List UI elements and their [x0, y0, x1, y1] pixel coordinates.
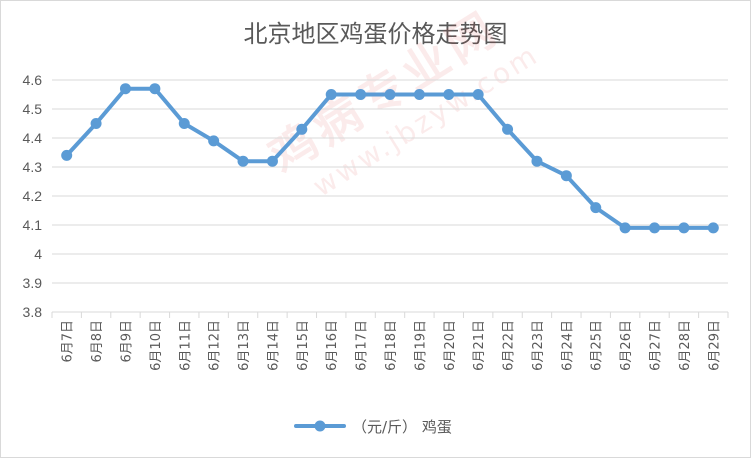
- data-point: [707, 222, 719, 234]
- data-point: [61, 149, 73, 161]
- legend-marker: [314, 420, 326, 432]
- data-point: [590, 202, 602, 214]
- x-tick-label: 6月23日: [531, 320, 546, 371]
- y-tick-label: 4.6: [23, 72, 43, 88]
- data-point: [355, 89, 367, 100]
- x-tick-label: 6月10日: [149, 320, 164, 371]
- y-tick-label: 4: [34, 246, 42, 262]
- data-point: [502, 123, 514, 135]
- x-tick-label: 6月14日: [266, 320, 281, 371]
- y-tick-label: 4.3: [23, 159, 43, 175]
- x-tick-label: 6月7日: [61, 320, 76, 363]
- data-point: [413, 89, 425, 100]
- x-tick-label: 6月8日: [90, 320, 105, 363]
- x-tick-label: 6月18日: [384, 320, 399, 371]
- data-point: [237, 155, 249, 167]
- y-tick-label: 4.1: [23, 217, 43, 233]
- x-tick-label: 6月25日: [590, 320, 605, 371]
- y-tick-label: 4.2: [23, 188, 43, 204]
- x-tick-label: 6月27日: [649, 320, 664, 371]
- data-point: [296, 123, 308, 135]
- x-tick-label: 6月29日: [707, 320, 722, 371]
- y-tick-label: 4.5: [23, 101, 43, 117]
- x-tick-label: 6月21日: [472, 320, 487, 371]
- data-point: [149, 83, 161, 95]
- data-point: [90, 118, 102, 129]
- data-point: [266, 155, 278, 167]
- data-point: [384, 89, 396, 100]
- y-tick-label: 4.4: [23, 130, 43, 146]
- series-line: [64, 86, 716, 230]
- data-point: [531, 155, 543, 167]
- x-tick-label: 6月22日: [502, 320, 517, 371]
- y-tick-label: 3.9: [23, 275, 43, 291]
- x-tick-label: 6月17日: [355, 320, 370, 371]
- data-point: [619, 222, 631, 234]
- x-tick-label: 6月9日: [119, 320, 134, 363]
- x-tick-label: 6月28日: [678, 320, 693, 371]
- y-tick-label: 3.8: [23, 304, 43, 320]
- x-tick-label: 6月26日: [619, 320, 634, 371]
- data-point: [119, 83, 131, 95]
- x-tick-label: 6月15日: [296, 320, 311, 371]
- x-tick-label: 6月20日: [443, 320, 458, 371]
- x-tick-label: 6月12日: [208, 320, 223, 371]
- data-point: [178, 118, 190, 129]
- data-point: [678, 222, 690, 234]
- legend-label: （元/斤） 鸡蛋: [352, 418, 452, 436]
- x-tick-label: 6月16日: [325, 320, 340, 371]
- data-point: [443, 89, 455, 100]
- data-point: [472, 89, 484, 100]
- data-point: [649, 222, 661, 234]
- data-point: [560, 170, 572, 182]
- chart-title: 北京地区鸡蛋价格走势图: [243, 20, 508, 48]
- x-tick-label: 6月19日: [413, 320, 428, 371]
- x-tick-label: 6月24日: [560, 320, 575, 371]
- x-tick-label: 6月11日: [178, 320, 193, 371]
- data-point: [208, 135, 220, 147]
- data-point: [325, 89, 337, 100]
- x-tick-label: 6月13日: [237, 320, 252, 371]
